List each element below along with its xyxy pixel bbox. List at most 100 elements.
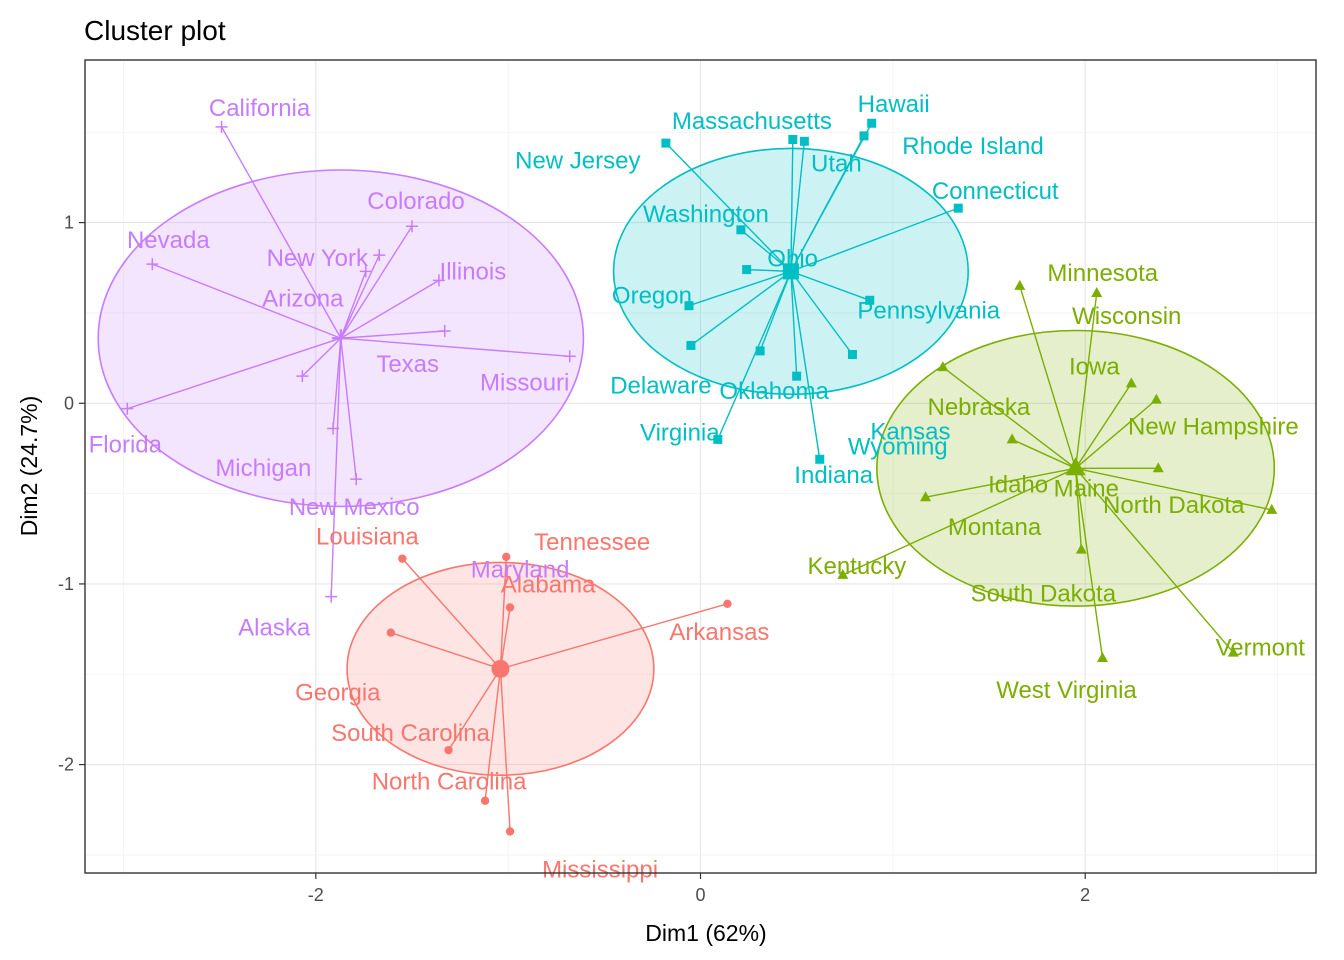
point-arkansas [723,599,732,609]
segment-wisconsin [1074,292,1098,469]
y-tick-label: 1 [64,213,74,233]
segment-illinois [340,279,440,339]
label-wyoming: Wyoming [848,433,948,460]
segment-new-jersey [790,139,794,272]
point-colorado [405,220,418,233]
label-arizona: Arizona [262,285,344,312]
segment-new-york [340,254,380,339]
segment-new-mexico [340,338,357,480]
label-south-dakota: South Dakota [971,581,1117,608]
point-texas [438,325,451,337]
point-maine [1152,462,1164,473]
point-hawaii [867,118,877,128]
point-tennessee [502,552,511,562]
label-new-hampshire: New Hampshire [1128,414,1299,441]
segment-pennsylvania [790,270,871,301]
label-kansas: Kansas [870,418,950,445]
label-nevada: Nevada [127,227,210,254]
segment-north-dakota [1075,467,1272,511]
cluster-center-2 [331,329,350,348]
point-illinois [432,274,445,287]
label-north-carolina: North Carolina [372,769,527,796]
point-arizona [359,265,372,278]
segment-utah [790,141,806,272]
segment-massachusetts [665,142,792,272]
label-west-virginia: West Virginia [996,677,1137,704]
y-axis-title: Dim2 (24.7%) [16,396,42,537]
point-iowa [1125,377,1137,388]
segment-wyoming [790,271,821,460]
label-iowa: Iowa [1069,353,1120,380]
point-california [215,120,228,133]
point-new-jersey [788,134,798,144]
point-kansas [847,349,857,359]
segment-delaware [690,270,792,347]
segment-minnesota [1019,285,1077,469]
segment-virginia [717,271,792,440]
label-oregon: Oregon [612,283,692,310]
cluster-center-3 [782,263,799,280]
axes: -2 0 2 -2 -1 0 1 [58,213,1090,905]
segment-georgia [390,632,501,670]
x-tick-label: 0 [695,885,705,905]
label-alaska: Alaska [238,615,311,642]
point-michigan [296,370,309,383]
label-minnesota: Minnesota [1047,260,1158,287]
segment-kansas [790,270,854,355]
segment-north-carolina [484,668,502,801]
label-utah: Utah [811,150,862,177]
point-montana [920,491,932,502]
x-tick-label: -2 [308,885,324,905]
point-alaska [325,590,338,603]
segment-idaho [1011,438,1076,469]
label-illinois: Illinois [440,258,507,285]
y-tick-label: -2 [58,755,74,775]
point-mississippi [505,827,515,836]
label-mississippi: Mississippi [542,856,658,883]
label-washington: Washington [643,201,769,228]
point-new-hampshire [1150,393,1162,404]
point-new-york [373,249,386,262]
point-nevada [146,258,159,271]
label-south-carolina: South Carolina [331,720,490,747]
point-florida [121,402,134,415]
label-missouri: Missouri [480,369,569,396]
segment-nebraska [942,366,1076,469]
label-texas: Texas [376,351,439,378]
point-wisconsin [1091,287,1103,298]
x-tick-label: 2 [1080,885,1090,905]
point-massachusetts [661,138,671,148]
point-pennsylvania [865,295,875,305]
label-new-mexico: New Mexico [289,494,420,521]
label-indiana: Indiana [794,462,873,489]
segment-missouri [340,337,570,357]
segment-maryland [332,338,342,429]
point-connecticut [953,203,963,213]
point-minnesota [1014,279,1026,290]
label-oklahoma: Oklahoma [719,378,829,405]
point-wyoming [815,454,825,464]
segment-washington [740,229,792,272]
label-maine: Maine [1054,475,1119,502]
label-alabama: Alabama [501,571,596,598]
chart-title: Cluster plot [84,15,226,46]
point-delaware [686,340,696,350]
point-south-carolina [444,745,453,755]
label-new-jersey: New Jersey [515,147,640,174]
point-nebraska [937,361,949,372]
label-vermont: Vermont [1216,635,1306,662]
point-oklahoma [755,346,765,356]
cluster-ellipses [97,147,1276,777]
segment-connecticut [790,207,959,273]
segment-south-carolina [447,668,502,751]
point-north-carolina [480,796,490,805]
label-hawaii: Hawaii [858,91,930,118]
segment-kentucky [842,467,1076,576]
grid [85,60,1316,873]
cluster-center-4 [1065,457,1086,476]
segment-california [220,126,342,339]
label-ohio: Ohio [767,246,818,273]
point-west-virginia [1096,652,1108,663]
